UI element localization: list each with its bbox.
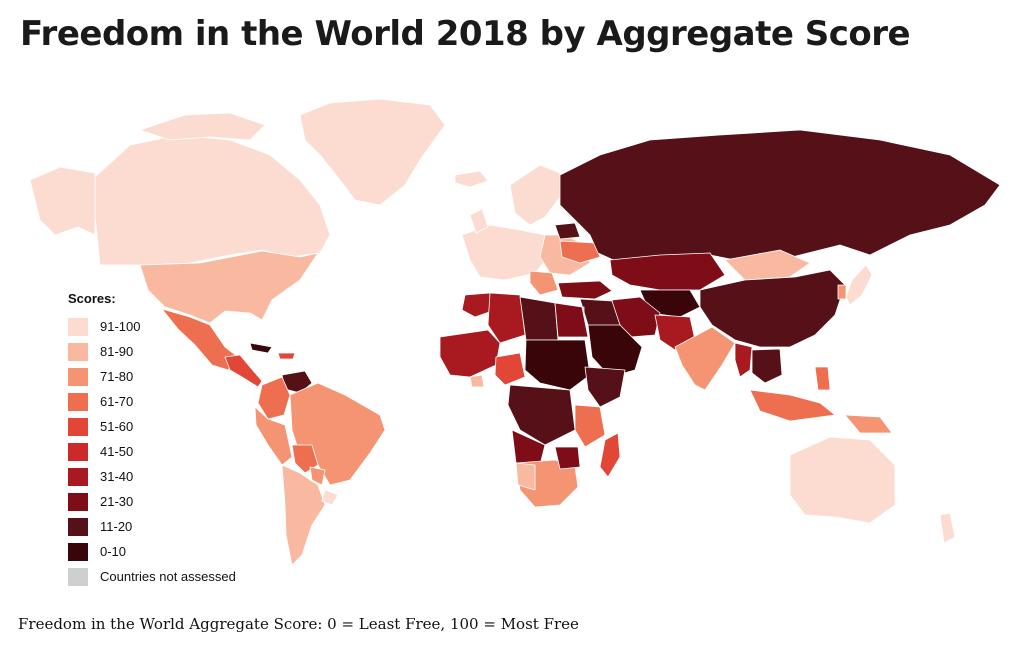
legend-swatch (68, 417, 88, 436)
legend-swatch (68, 517, 88, 536)
region-balkans[interactable] (529, 270, 559, 296)
legend-swatch (68, 392, 88, 411)
legend-item: Countries not assessed (68, 564, 288, 589)
region-west-africa[interactable] (439, 329, 501, 378)
region-kazakhstan[interactable] (609, 252, 726, 291)
region-papua[interactable] (844, 414, 893, 434)
region-libya[interactable] (519, 296, 559, 341)
region-haiti-dr[interactable] (277, 352, 296, 360)
legend-label: 81-90 (100, 344, 134, 359)
footnote: Freedom in the World Aggregate Score: 0 … (18, 615, 579, 633)
legend-swatch (68, 367, 88, 386)
region-colombia[interactable] (257, 376, 291, 420)
region-japan[interactable] (845, 264, 873, 306)
legend-item: 71-80 (68, 364, 288, 389)
legend-item: 11-20 (68, 514, 288, 539)
region-horn[interactable] (584, 366, 626, 408)
region-western-europe[interactable] (461, 224, 551, 281)
region-ukraine[interactable] (559, 240, 601, 264)
legend: Scores: 91-100 81-90 71-80 61-70 51-60 41-50 3… (68, 291, 288, 589)
region-arctic-islands[interactable] (139, 112, 266, 141)
page-title: Freedom in the World 2018 by Aggregate S… (20, 14, 911, 54)
region-indonesia[interactable] (749, 389, 836, 422)
region-korea[interactable] (837, 284, 847, 300)
legend-swatch (68, 467, 88, 486)
region-mongolia[interactable] (724, 249, 811, 281)
legend-swatch (68, 542, 88, 561)
region-ghana[interactable] (469, 374, 485, 388)
region-alaska[interactable] (29, 166, 96, 236)
region-australia[interactable] (789, 436, 896, 524)
region-zimbabwe[interactable] (554, 446, 581, 470)
legend-items: 91-100 81-90 71-80 61-70 51-60 41-50 31-40 21-3… (68, 314, 288, 589)
region-algeria[interactable] (487, 292, 526, 344)
legend-label: 61-70 (100, 394, 134, 409)
region-canada[interactable] (94, 134, 331, 266)
world-map (29, 98, 1001, 566)
legend-label: 71-80 (100, 369, 134, 384)
legend-swatch (68, 317, 88, 336)
legend-item: 0-10 (68, 539, 288, 564)
region-peru[interactable] (254, 406, 293, 466)
legend-item: 51-60 (68, 414, 288, 439)
region-paraguay[interactable] (309, 466, 326, 486)
region-uruguay[interactable] (321, 489, 339, 506)
region-argentina[interactable] (281, 464, 326, 566)
legend-swatch (68, 492, 88, 511)
legend-swatch (68, 342, 88, 361)
legend-item: 91-100 (68, 314, 288, 339)
region-greenland[interactable] (299, 98, 446, 206)
legend-swatch (68, 442, 88, 461)
legend-label: Countries not assessed (100, 569, 236, 584)
region-thailand-laos[interactable] (751, 348, 783, 384)
legend-label: 31-40 (100, 469, 134, 484)
legend-label: 21-30 (100, 494, 134, 509)
legend-item: 41-50 (68, 439, 288, 464)
region-iceland[interactable] (454, 170, 489, 188)
legend-label: 41-50 (100, 444, 134, 459)
region-usa[interactable] (139, 250, 319, 324)
legend-label: 0-10 (100, 544, 127, 559)
legend-label: 11-20 (100, 519, 133, 534)
legend-item: 61-70 (68, 389, 288, 414)
region-new-zealand[interactable] (939, 512, 956, 544)
region-egypt[interactable] (554, 302, 589, 338)
region-east-africa[interactable] (574, 404, 606, 448)
region-nigeria[interactable] (494, 352, 526, 386)
legend-item: 31-40 (68, 464, 288, 489)
region-belarus[interactable] (554, 222, 581, 240)
region-caribbean[interactable] (249, 342, 273, 354)
region-india[interactable] (674, 326, 736, 391)
region-uk[interactable] (469, 208, 489, 234)
region-sahel[interactable] (524, 339, 591, 391)
region-myanmar[interactable] (734, 342, 753, 378)
region-morocco[interactable] (461, 292, 496, 318)
region-philippines[interactable] (814, 366, 831, 391)
legend-item: 21-30 (68, 489, 288, 514)
region-arabia[interactable] (587, 324, 643, 378)
region-central-america[interactable] (224, 354, 263, 388)
region-madagascar[interactable] (599, 432, 621, 478)
legend-title: Scores: (68, 291, 116, 306)
region-russia[interactable] (559, 129, 1001, 266)
region-turkey[interactable] (557, 280, 613, 300)
legend-item: 81-90 (68, 339, 288, 364)
legend-swatch (68, 567, 88, 586)
region-scandinavia[interactable] (509, 164, 561, 226)
region-namibia[interactable] (515, 462, 536, 491)
region-china[interactable] (699, 269, 846, 348)
legend-label: 51-60 (100, 419, 134, 434)
legend-label: 91-100 (100, 319, 141, 334)
